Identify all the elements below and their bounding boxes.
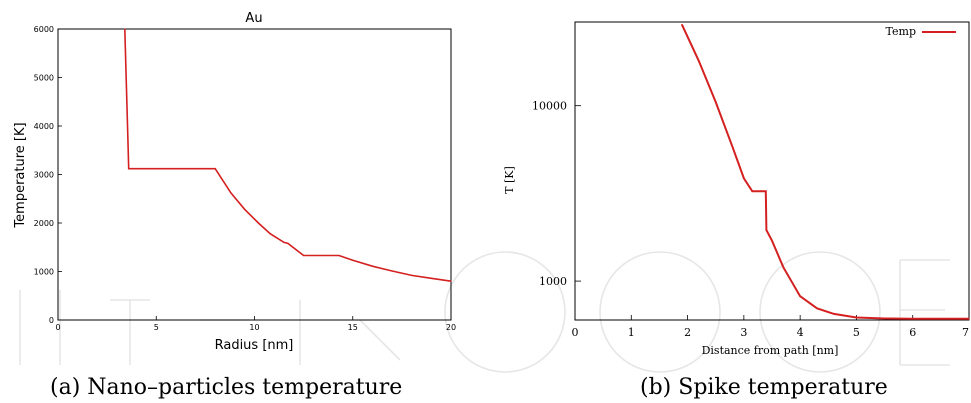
caption-b: (b) Spike temperature bbox=[640, 375, 888, 400]
chart-a-title: Au bbox=[245, 11, 262, 26]
chart-a-data-point bbox=[269, 233, 271, 235]
chart-b-data-point bbox=[760, 190, 762, 192]
chart-b-data-point bbox=[681, 23, 683, 26]
chart-a-data-point bbox=[391, 270, 393, 272]
chart-a-data-point bbox=[214, 168, 216, 170]
chart-b-x-tick-label: 5 bbox=[853, 326, 860, 339]
chart-b-x-tick-label: 7 bbox=[962, 326, 969, 339]
chart-b-y-axis-label: T [K] bbox=[503, 166, 516, 194]
chart-b-data-point bbox=[732, 146, 734, 148]
chart-a-data-point bbox=[127, 135, 129, 137]
chart-a-x-tick-label: 5 bbox=[154, 323, 159, 332]
chart-b-data-point bbox=[715, 101, 717, 103]
chart-a-data-point bbox=[430, 277, 432, 279]
chart-b-series-line bbox=[680, 24, 969, 320]
chart-b-data-point bbox=[771, 240, 773, 242]
chart-b-y-tick-label: 10000 bbox=[532, 100, 567, 113]
chart-b-data-point bbox=[762, 190, 765, 192]
chart-b-data-point bbox=[765, 190, 767, 192]
chart-a-plot-frame bbox=[57, 28, 452, 321]
chart-b-plot-frame bbox=[574, 21, 970, 321]
chart-a-data-point bbox=[352, 259, 354, 261]
chart-a-x-tick-label: 20 bbox=[446, 323, 456, 332]
chart-a-x-tick-label: 10 bbox=[249, 323, 259, 332]
chart-a-data-point bbox=[303, 254, 305, 257]
chart-a-title-text: Au bbox=[245, 11, 262, 26]
chart-b-data-point bbox=[816, 307, 818, 309]
chart-a: Au 0 1000 2000 3000 4000 5000 6000 0 5 10 15 20 Ra… bbox=[13, 11, 456, 353]
chart-b: 1000 10000 0 1 2 3 4 5 6 7 Temp Distance from pa… bbox=[503, 21, 970, 357]
chart-b-y-tick-label: 1000 bbox=[539, 275, 567, 288]
chart-a-y-tick-label: 3000 bbox=[34, 171, 54, 180]
chart-a-x-tick-label: 0 bbox=[55, 323, 60, 332]
chart-b-data-point bbox=[743, 177, 745, 179]
chart-a-data-point bbox=[411, 274, 413, 276]
caption-a: (a) Nano–particles temperature bbox=[50, 375, 402, 400]
chart-b-data-point bbox=[855, 316, 858, 319]
chart-a-data-point bbox=[145, 168, 148, 170]
chart-a-y-tick-label: 4000 bbox=[34, 122, 54, 131]
chart-b-data-point bbox=[766, 230, 768, 232]
chart-b-legend: Temp bbox=[886, 25, 956, 38]
chart-b-data-point bbox=[833, 313, 835, 315]
chart-a-data-point bbox=[124, 28, 126, 30]
chart-b-x-tick-label: 6 bbox=[909, 326, 916, 339]
chart-a-data-point bbox=[287, 242, 289, 244]
chart-a-y-tick-label: 1000 bbox=[34, 268, 54, 277]
chart-b-data-point bbox=[799, 295, 801, 297]
chart-a-y-tick-label: 5000 bbox=[34, 74, 54, 83]
chart-b-data-point bbox=[968, 318, 970, 320]
chart-a-y-tick-label: 6000 bbox=[34, 25, 54, 34]
chart-a-data-point bbox=[175, 168, 177, 170]
chart-a-y-tick-label: 2000 bbox=[34, 219, 54, 228]
chart-b-x-tick-label: 3 bbox=[740, 326, 747, 339]
chart-b-x-tick-label: 1 bbox=[628, 326, 635, 339]
chart-b-x-tick-label: 2 bbox=[684, 326, 691, 339]
chart-a-data-point bbox=[371, 265, 373, 267]
chart-a-data-point bbox=[450, 280, 452, 282]
chart-a-x-axis-label: Radius [nm] bbox=[215, 338, 294, 353]
chart-a-data-point bbox=[257, 222, 260, 224]
chart-a-data-point bbox=[230, 192, 232, 194]
chart-a-data-point bbox=[128, 168, 130, 170]
chart-b-data-point bbox=[883, 317, 886, 320]
chart-b-x-tick-label: 4 bbox=[797, 326, 804, 339]
chart-b-data-point bbox=[912, 318, 914, 320]
chart-a-series-line bbox=[124, 28, 452, 282]
chart-a-data-point bbox=[244, 208, 246, 211]
chart-a-y-tick-label: 0 bbox=[49, 316, 54, 325]
chart-b-data-point bbox=[751, 190, 753, 192]
chart-a-y-axis-label: Temperature [K] bbox=[13, 122, 28, 228]
chart-a-x-tick-label: 15 bbox=[348, 323, 358, 332]
chart-a-data-point bbox=[338, 254, 340, 257]
chart-b-data-point bbox=[698, 60, 700, 62]
chart-b-x-tick-label: 0 bbox=[572, 326, 579, 339]
chart-b-legend-label: Temp bbox=[886, 25, 916, 38]
chart-b-data-point bbox=[782, 266, 784, 268]
chart-a-data-point bbox=[283, 241, 285, 243]
chart-b-x-axis-label: Distance from path [nm] bbox=[702, 344, 839, 357]
